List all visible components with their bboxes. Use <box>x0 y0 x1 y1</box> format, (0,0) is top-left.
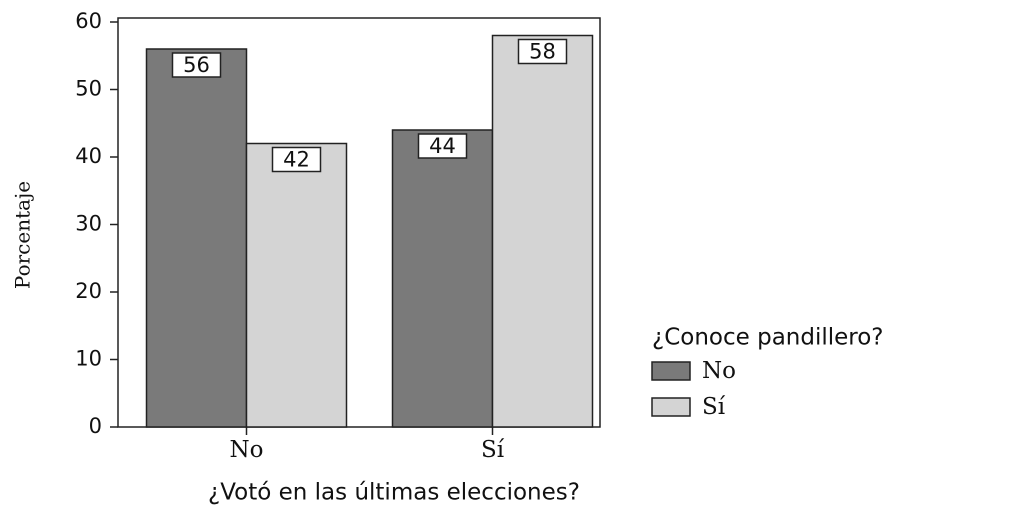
legend-label: No <box>702 358 736 384</box>
legend-swatch <box>651 397 691 417</box>
value-label: 56 <box>183 53 210 77</box>
value-label-box <box>271 146 322 173</box>
x-axis-label: ¿Votó en las últimas elecciones? <box>208 480 580 506</box>
legend-label: Sí <box>702 394 726 420</box>
x-tick-label: Sí <box>481 437 505 463</box>
bar <box>391 129 494 428</box>
y-tick-label: 30 <box>75 212 102 236</box>
y-tick-label: 0 <box>89 414 102 438</box>
legend-swatch <box>651 361 691 381</box>
y-tick-label: 60 <box>75 9 102 33</box>
value-label-box <box>171 52 222 78</box>
value-label: 58 <box>529 40 556 64</box>
y-tick-label: 50 <box>75 77 102 101</box>
value-label: 44 <box>429 134 456 158</box>
x-tick-label: No <box>230 437 264 463</box>
bar <box>491 34 594 428</box>
y-tick-label: 40 <box>75 144 102 168</box>
bar <box>145 48 248 428</box>
value-label-box <box>417 133 468 159</box>
y-tick-label: 20 <box>75 279 102 303</box>
value-label-box <box>517 38 568 65</box>
value-label: 42 <box>283 148 310 172</box>
bar <box>245 142 348 428</box>
y-tick-label: 10 <box>75 347 102 371</box>
plot-frame <box>117 17 601 428</box>
y-axis-label: Porcentaje <box>11 181 35 289</box>
legend-title: ¿Conoce pandillero? <box>652 325 884 351</box>
